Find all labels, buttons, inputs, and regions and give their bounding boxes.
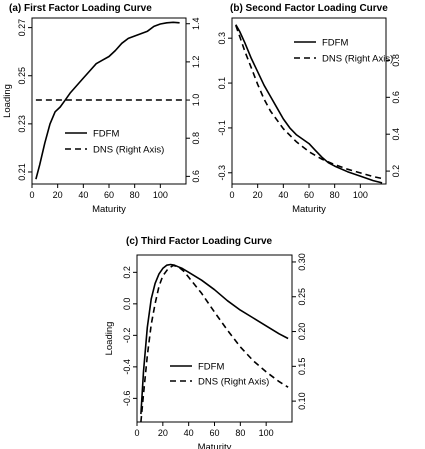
y-tick-label: 0.21 (17, 163, 27, 181)
y-tick-label: 0.2 (122, 266, 132, 279)
x-tick-label: 80 (130, 190, 140, 200)
x-tick-label: 80 (330, 190, 340, 200)
panel-title: (a) First Factor Loading Curve (9, 3, 152, 14)
y2-tick-label: 1.0 (191, 94, 201, 107)
y-tick-label: -0.2 (122, 328, 132, 344)
x-tick-label: 20 (253, 190, 263, 200)
y-tick-label: -0.3 (217, 165, 227, 181)
legend-label: DNS (Right Axis) (322, 54, 393, 65)
panel-title: (b) Second Factor Loading Curve (230, 3, 388, 14)
panel-title: (c) Third Factor Loading Curve (126, 236, 273, 247)
y2-tick-label: 0.6 (191, 170, 201, 183)
x-axis-label: Maturity (198, 442, 232, 449)
legend-label: DNS (Right Axis) (198, 377, 269, 388)
y-tick-label: 0.1 (217, 77, 227, 90)
series-line-dns (140, 264, 289, 423)
x-tick-label: 0 (134, 428, 139, 438)
y-tick-label: 0.27 (17, 19, 27, 37)
y-axis-label: Loading (2, 84, 13, 118)
y2-tick-label: 0.8 (391, 54, 401, 67)
legend-label: FDFM (93, 129, 119, 140)
series-line-fdfm (235, 24, 383, 184)
x-axis-label: Maturity (92, 204, 126, 215)
legend-label: FDFM (198, 362, 224, 373)
y2-tick-label: 0.2 (391, 165, 401, 178)
y-tick-label: 0.3 (217, 32, 227, 45)
series-line-fdfm (35, 21, 180, 180)
y-tick-label: -0.6 (122, 391, 132, 407)
legend: FDFM DNS (Right Axis) (65, 129, 164, 156)
legend-label: DNS (Right Axis) (93, 145, 164, 156)
x-axis-label: Maturity (292, 204, 326, 215)
legend: FDFM DNS (Right Axis) (170, 362, 269, 388)
y-tick-label: 0.25 (17, 67, 27, 85)
x-tick-label: 60 (209, 428, 219, 438)
y2-tick-label: 0.8 (191, 132, 201, 145)
x-tick-label: 20 (53, 190, 63, 200)
x-tick-label: 60 (304, 190, 314, 200)
x-tick-label: 80 (235, 428, 245, 438)
x-tick-label: 40 (78, 190, 88, 200)
x-tick-label: 100 (153, 190, 168, 200)
x-tick-label: 60 (104, 190, 114, 200)
y-axis-label: Loading (104, 322, 115, 356)
series-line-fdfm (140, 263, 289, 415)
y2-tick-label: 1.2 (191, 56, 201, 69)
x-tick-label: 0 (29, 190, 34, 200)
y-tick-label: 0.0 (122, 298, 132, 311)
legend-label: FDFM (322, 38, 348, 49)
y2-tick-label: 0.25 (297, 288, 307, 306)
x-tick-label: 40 (278, 190, 288, 200)
y2-tick-label: 0.15 (297, 358, 307, 376)
series-line-dns (235, 25, 383, 180)
y2-tick-label: 0.20 (297, 323, 307, 341)
y2-tick-label: 0.4 (391, 128, 401, 141)
y2-tick-label: 1.4 (191, 17, 201, 30)
x-tick-label: 0 (229, 190, 234, 200)
y-tick-label: -0.4 (122, 359, 132, 375)
x-tick-label: 100 (259, 428, 274, 438)
legend: FDFM DNS (Right Axis) (294, 38, 393, 65)
chart-panel-1: (a) First Factor Loading Curve 0 20 40 60 80 1… (2, 3, 201, 215)
y-tick-label: 0.23 (17, 115, 27, 133)
y2-tick-label: 0.6 (391, 91, 401, 104)
chart-panel-2: (b) Second Factor Loading Curve 0 20 40 60 80… (217, 3, 401, 215)
chart-panel-3: (c) Third Factor Loading Curve 0 20 40 60 80 1… (104, 236, 307, 449)
x-tick-label: 20 (158, 428, 168, 438)
y-tick-label: -0.1 (217, 120, 227, 136)
y2-tick-label: 0.10 (297, 392, 307, 410)
x-tick-label: 40 (184, 428, 194, 438)
x-tick-label: 100 (353, 190, 368, 200)
y2-tick-label: 0.30 (297, 253, 307, 271)
